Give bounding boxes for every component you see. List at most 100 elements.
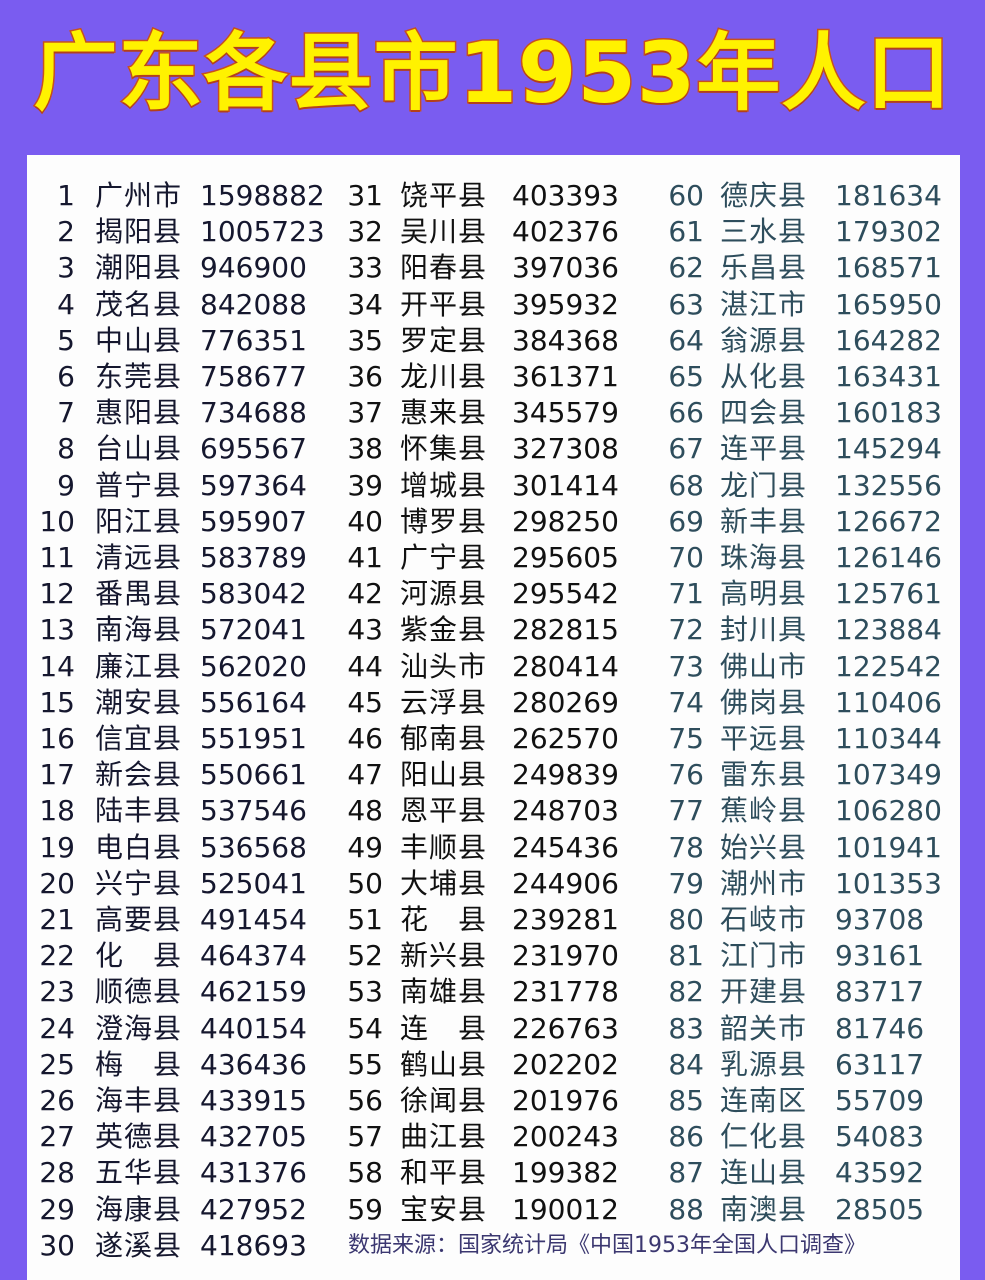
rank-cell: 27 bbox=[39, 1120, 75, 1154]
population-value: 403393 bbox=[512, 179, 619, 212]
rank-cell: 46 bbox=[347, 722, 383, 755]
rank-cell: 63 bbox=[668, 287, 704, 321]
population-value: 248703 bbox=[512, 794, 619, 828]
rank-cell: 84 bbox=[668, 1047, 704, 1081]
population-value: 123884 bbox=[835, 613, 942, 647]
county-name: 石岐市 bbox=[720, 903, 808, 936]
rank-cell: 59 bbox=[347, 1192, 383, 1226]
rank-cell: 25 bbox=[39, 1047, 75, 1081]
population-value: 101941 bbox=[835, 830, 942, 864]
county-name: 普宁县 bbox=[95, 468, 183, 502]
rank-cell: 75 bbox=[668, 722, 704, 755]
rank-cell: 2 bbox=[57, 215, 75, 249]
population-value: 101353 bbox=[835, 866, 942, 900]
population-value: 126146 bbox=[835, 541, 942, 574]
population-value: 181634 bbox=[835, 179, 942, 212]
county-name: 丰顺县 bbox=[400, 830, 488, 864]
county-name: 东莞县 bbox=[95, 360, 183, 393]
county-name: 南澳县 bbox=[720, 1192, 808, 1226]
population-value: 551951 bbox=[200, 722, 307, 755]
rank-cell: 14 bbox=[39, 649, 75, 683]
county-name: 惠阳县 bbox=[95, 396, 183, 430]
population-value: 695567 bbox=[200, 432, 307, 466]
population-value: 200243 bbox=[512, 1120, 619, 1154]
population-value: 384368 bbox=[512, 323, 619, 357]
rank-cell: 21 bbox=[39, 903, 75, 936]
county-name: 英德县 bbox=[95, 1120, 183, 1154]
county-name: 遂溪县 bbox=[95, 1228, 183, 1262]
county-name: 花 县 bbox=[400, 903, 488, 936]
rank-cell: 81 bbox=[668, 939, 704, 973]
rank-cell: 24 bbox=[39, 1011, 75, 1045]
county-name: 廉江县 bbox=[95, 649, 183, 683]
rank-cell: 20 bbox=[39, 866, 75, 900]
county-name: 连平县 bbox=[720, 432, 808, 466]
county-name: 五华县 bbox=[95, 1156, 183, 1190]
rank-cell: 10 bbox=[39, 504, 75, 538]
population-value: 525041 bbox=[200, 866, 307, 900]
population-value: 440154 bbox=[200, 1011, 307, 1045]
rank-cell: 71 bbox=[668, 577, 704, 611]
population-value: 734688 bbox=[200, 396, 307, 430]
rank-cell: 28 bbox=[39, 1156, 75, 1190]
county-name: 广宁县 bbox=[400, 541, 488, 574]
rank-cell: 40 bbox=[347, 504, 383, 538]
population-value: 125761 bbox=[835, 577, 942, 611]
county-name: 南雄县 bbox=[400, 975, 488, 1009]
rank-cell: 11 bbox=[39, 541, 75, 574]
population-value: 231970 bbox=[512, 939, 619, 973]
county-name: 湛江市 bbox=[720, 287, 808, 321]
rank-cell: 67 bbox=[668, 432, 704, 466]
rank-cell: 19 bbox=[39, 830, 75, 864]
county-name: 龙川县 bbox=[400, 360, 488, 393]
population-value: 536568 bbox=[200, 830, 307, 864]
rank-cell: 68 bbox=[668, 468, 704, 502]
county-name: 徐闻县 bbox=[400, 1084, 488, 1117]
population-value: 280414 bbox=[512, 649, 619, 683]
county-name: 海康县 bbox=[95, 1192, 183, 1226]
rank-cell: 4 bbox=[57, 287, 75, 321]
county-name: 连 县 bbox=[400, 1011, 488, 1045]
population-value: 110406 bbox=[835, 685, 942, 719]
county-name: 新丰县 bbox=[720, 504, 808, 538]
rank-cell: 58 bbox=[347, 1156, 383, 1190]
population-value: 201976 bbox=[512, 1084, 619, 1117]
population-value: 226763 bbox=[512, 1011, 619, 1045]
rank-cell: 3 bbox=[57, 251, 75, 285]
rank-cell: 18 bbox=[39, 794, 75, 828]
rank-cell: 12 bbox=[39, 577, 75, 611]
population-value: 122542 bbox=[835, 649, 942, 683]
rank-cell: 39 bbox=[347, 468, 383, 502]
county-name: 大埔县 bbox=[400, 866, 488, 900]
county-name: 连南区 bbox=[720, 1084, 808, 1117]
county-name: 蕉岭县 bbox=[720, 794, 808, 828]
population-value: 165950 bbox=[835, 287, 942, 321]
rank-cell: 34 bbox=[347, 287, 383, 321]
population-value: 179302 bbox=[835, 215, 942, 249]
population-value: 427952 bbox=[200, 1192, 307, 1226]
county-name: 仁化县 bbox=[720, 1120, 808, 1154]
population-value: 28505 bbox=[835, 1192, 925, 1226]
population-value: 83717 bbox=[835, 975, 925, 1009]
rank-cell: 77 bbox=[668, 794, 704, 828]
population-value: 244906 bbox=[512, 866, 619, 900]
population-value: 160183 bbox=[835, 396, 942, 430]
county-name: 乐昌县 bbox=[720, 251, 808, 285]
county-name: 三水县 bbox=[720, 215, 808, 249]
rank-cell: 37 bbox=[347, 396, 383, 430]
rank-cell: 80 bbox=[668, 903, 704, 936]
county-name: 饶平县 bbox=[400, 179, 488, 212]
rank-cell: 69 bbox=[668, 504, 704, 538]
county-name: 江门市 bbox=[720, 939, 808, 973]
county-name: 汕头市 bbox=[400, 649, 488, 683]
rank-cell: 43 bbox=[347, 613, 383, 647]
rank-cell: 74 bbox=[668, 685, 704, 719]
county-name: 阳山县 bbox=[400, 758, 488, 792]
county-name: 罗定县 bbox=[400, 323, 488, 357]
rank-cell: 72 bbox=[668, 613, 704, 647]
page-title: 广东各县市1953年人口 bbox=[32, 23, 952, 124]
county-name: 南海县 bbox=[95, 613, 183, 647]
county-name: 云浮县 bbox=[400, 685, 488, 719]
rank-cell: 5 bbox=[57, 323, 75, 357]
rank-cell: 44 bbox=[347, 649, 383, 683]
